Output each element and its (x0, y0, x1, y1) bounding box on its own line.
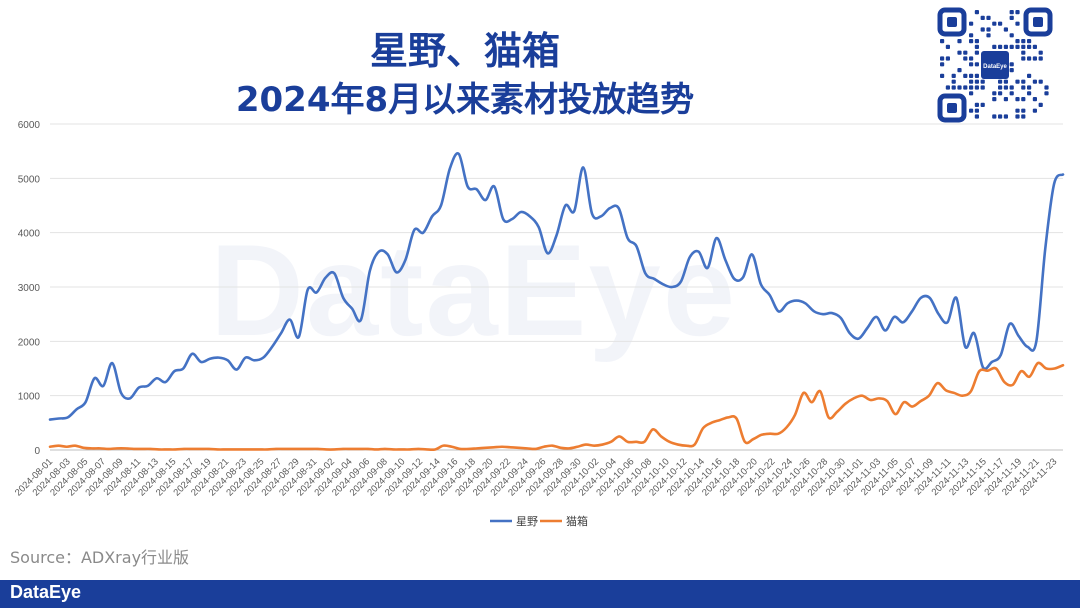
qr-finder-tl (937, 7, 967, 37)
y-tick-label: 2000 (18, 337, 41, 348)
source-note: Source：ADXray行业版 (10, 548, 190, 567)
chart-title-line1: 星野、猫箱 (369, 29, 560, 73)
series-line-1 (48, 152, 1065, 421)
brand-logo: DataEye (10, 582, 82, 602)
y-tick-label: 1000 (18, 392, 41, 403)
y-tick-label: 0 (34, 446, 40, 457)
y-tick-label: 5000 (18, 174, 41, 185)
legend-label-1: 星野 (516, 515, 538, 528)
series-line-2 (48, 361, 1065, 452)
chart-title-line2: 2024年8月以来素材投放趋势 (235, 80, 695, 120)
legend-label-2: 猫箱 (566, 514, 588, 528)
y-tick-label: 3000 (18, 283, 41, 294)
footer-bar: DataEye (0, 580, 1080, 608)
qr-code: DataEye (936, 6, 1054, 124)
qr-logo: DataEye (983, 64, 1007, 70)
y-tick-label: 6000 (18, 120, 41, 131)
y-tick-label: 4000 (18, 229, 41, 240)
